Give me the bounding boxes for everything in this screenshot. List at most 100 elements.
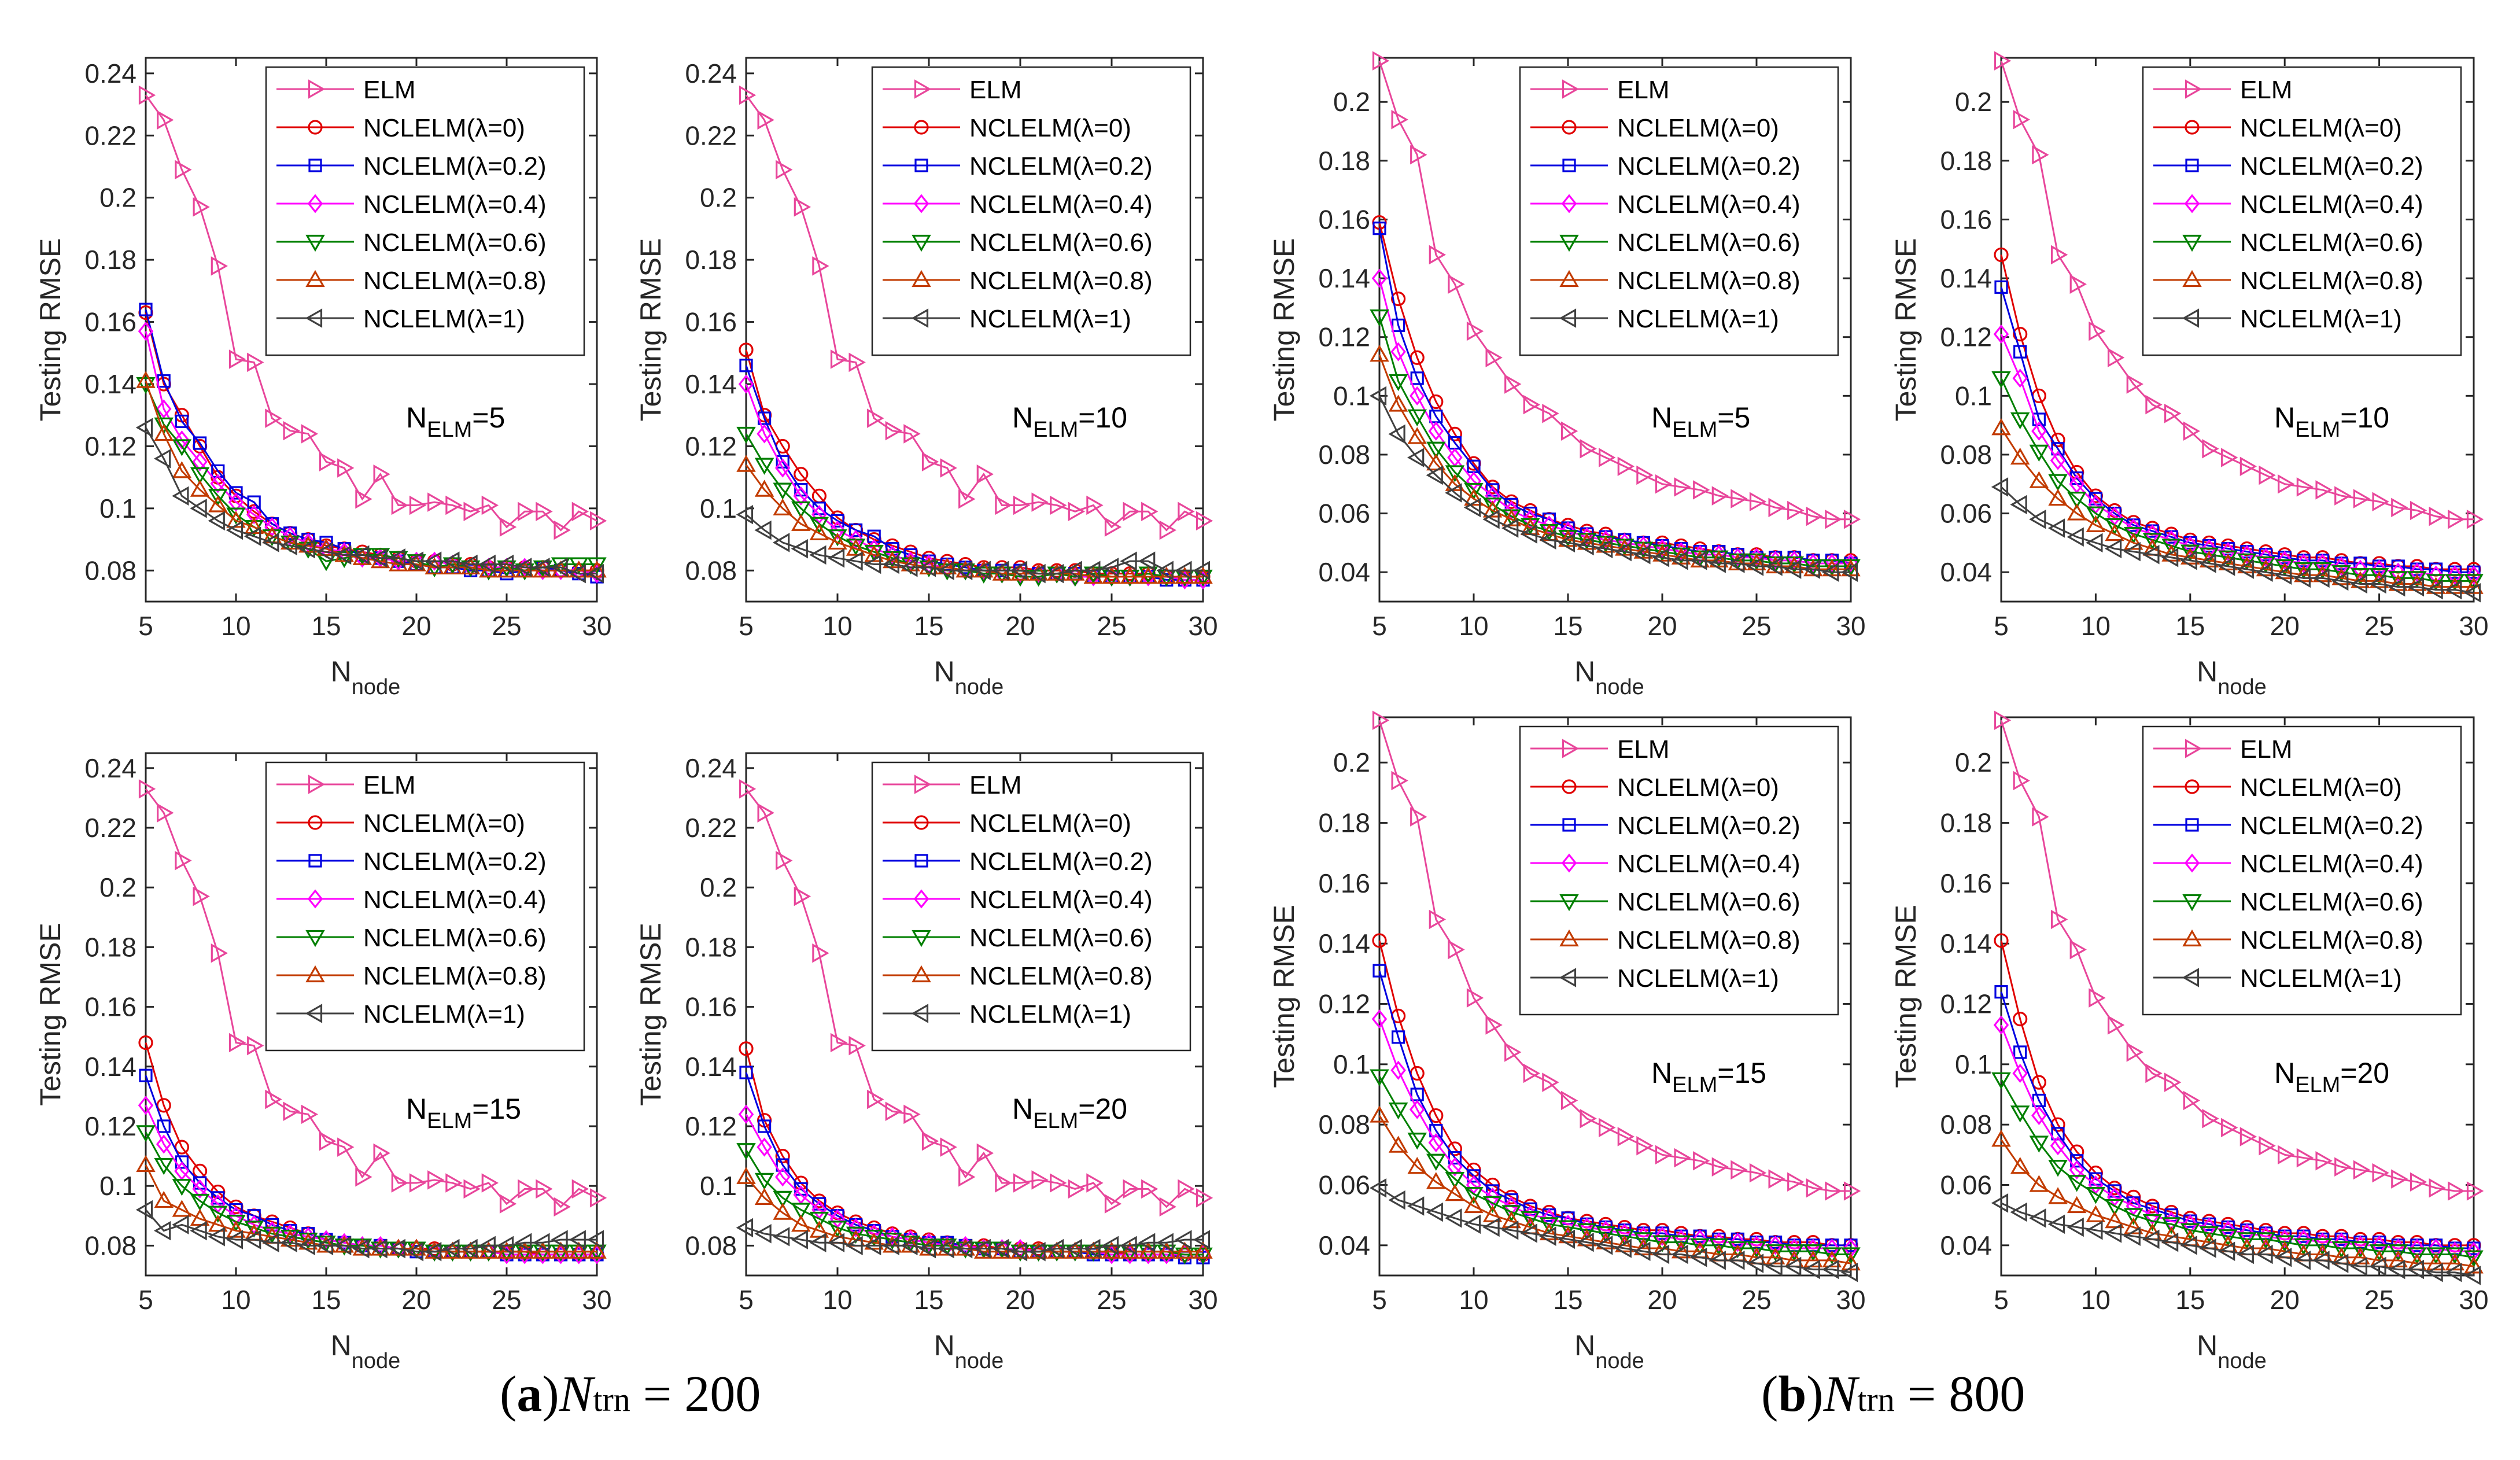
data-point [135, 1200, 153, 1220]
data-point [391, 495, 409, 515]
data-point [334, 1236, 354, 1253]
data-point [514, 1233, 532, 1252]
legend-box [1519, 725, 1839, 1016]
data-point [864, 1233, 884, 1250]
data-point [1994, 51, 2012, 71]
data-point [1156, 1233, 1174, 1252]
data-point [518, 502, 535, 521]
data-point [2353, 489, 2371, 508]
data-point [1560, 421, 1578, 441]
data-point [1689, 551, 1707, 570]
data-point [1485, 348, 1503, 368]
data-point [2142, 544, 2160, 565]
data-point [1409, 386, 1425, 405]
data-point [2067, 492, 2087, 509]
data-point [1822, 1259, 1839, 1280]
data-point [409, 1173, 427, 1193]
data-point [2410, 500, 2427, 521]
data-point [2086, 1205, 2106, 1222]
series-l06 [1991, 371, 2484, 591]
data-point [2142, 1214, 2163, 1232]
x-tick-label: 30 [582, 1285, 611, 1315]
data-point [1407, 409, 1427, 427]
data-point [1655, 1145, 1673, 1165]
data-point [1372, 51, 1390, 71]
x-axis-label-sub: node [1595, 1349, 1644, 1373]
data-point [1784, 559, 1802, 579]
data-point [848, 523, 863, 537]
data-point [2278, 474, 2295, 494]
data-point [776, 160, 793, 180]
data-point [2220, 542, 2236, 562]
data-point [1426, 1172, 1446, 1189]
data-point [1466, 321, 1484, 341]
legend-marker [305, 234, 325, 252]
x-tick-label: 20 [1005, 611, 1035, 641]
data-point [2183, 1090, 2201, 1111]
data-point [2293, 1251, 2311, 1270]
legend-marker [1562, 79, 1580, 99]
data-point [1196, 511, 1213, 531]
data-point [976, 1143, 994, 1163]
x-axis-label-sub: node [2218, 675, 2267, 699]
legend: ELM NCLELM(λ=0) NCLELM(λ=0.2) NCLELM(λ=0.4)… [265, 66, 585, 356]
data-point [1843, 1181, 1861, 1201]
data-point [586, 563, 604, 584]
data-point [1501, 1211, 1521, 1229]
data-point [154, 1190, 174, 1208]
data-point [2029, 509, 2046, 529]
y-tick-label: 0.18 [84, 245, 136, 275]
data-point [1409, 1100, 1425, 1119]
data-point [1046, 563, 1064, 584]
n-elm-sub: ELM [2295, 1073, 2340, 1097]
data-point [2086, 533, 2103, 553]
data-point [1464, 488, 1484, 506]
data-point [1193, 566, 1213, 584]
data-point [551, 558, 568, 577]
data-point [1615, 1235, 1635, 1252]
data-point [226, 520, 243, 540]
data-point [1539, 1217, 1559, 1234]
data-point [1803, 559, 1820, 579]
data-point [370, 1241, 390, 1259]
data-point [2105, 518, 2124, 536]
data-point [2334, 1157, 2352, 1177]
data-point [809, 1211, 829, 1229]
data-point [1482, 497, 1503, 515]
data-point [1410, 371, 1424, 385]
y-tick-label: 0.18 [1940, 808, 1992, 838]
data-point [1370, 1105, 1389, 1123]
data-point [1429, 245, 1447, 265]
data-point [776, 851, 793, 871]
data-point [2371, 559, 2387, 579]
data-point [992, 1238, 1009, 1259]
y-axis-label: Testing RMSE [1890, 238, 1922, 422]
data-point [2029, 1135, 2049, 1153]
data-point [157, 110, 174, 130]
legend-box [2142, 66, 2462, 356]
y-tick-label: 0.06 [1940, 1170, 1992, 1200]
data-point [226, 1230, 243, 1249]
n-elm-tail: =15 [1717, 1057, 1766, 1089]
data-point [1501, 1220, 1519, 1240]
data-point [1371, 268, 1388, 288]
legend-marker [1559, 270, 1579, 287]
x-tick-label: 15 [311, 1285, 341, 1315]
data-point [1768, 1236, 1783, 1255]
data-point [569, 1241, 589, 1259]
data-point [2070, 1154, 2084, 1168]
x-tick-label: 10 [822, 1285, 852, 1315]
data-point [2463, 582, 2481, 603]
data-point [1428, 1133, 1444, 1153]
data-point [757, 1119, 772, 1133]
chart-panel-a-bottom-right: 5 10 15 20 25 30 0.08 0.1 0.12 0.14 0.16 0.18 0.2 0.2… [634, 752, 1218, 1373]
data-point [208, 1215, 228, 1232]
n-elm-main: N [1651, 1057, 1672, 1089]
data-point [827, 1233, 845, 1252]
n-elm-sub: ELM [1672, 1073, 1717, 1097]
series-line [2000, 486, 2474, 594]
y-tick-label: 0.16 [84, 307, 136, 337]
data-point [940, 458, 957, 478]
legend-label: NCLELM(λ=0) [1617, 773, 1779, 802]
